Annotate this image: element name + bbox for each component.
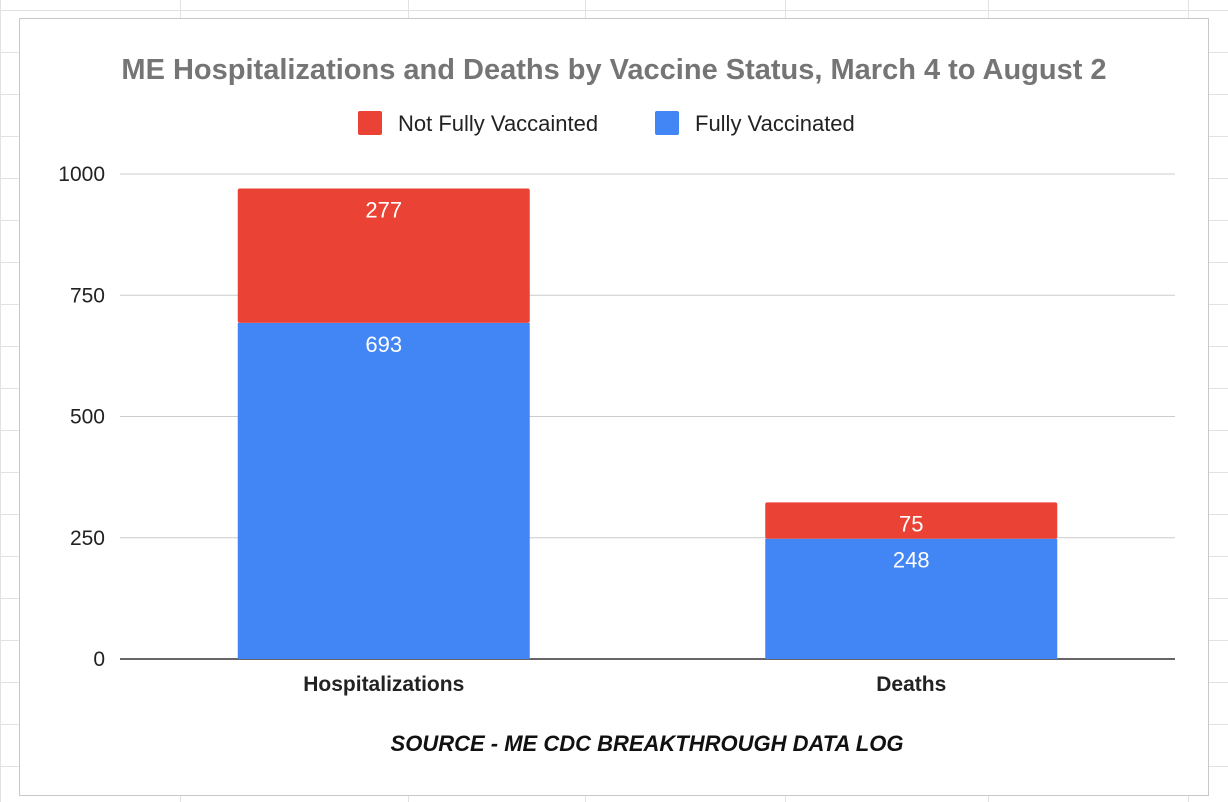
bar-deaths-not-fully-vaccainted[interactable] — [765, 502, 1058, 539]
x-category-label: Hospitalizations — [303, 673, 464, 696]
legend-label: Fully Vaccinated — [695, 111, 855, 136]
y-axis-ticks: 0 250 500 750 1000 — [58, 163, 105, 671]
data-label: 75 — [899, 511, 923, 536]
chart-container[interactable] — [19, 18, 1209, 796]
bars — [237, 188, 1058, 659]
bar-hospitalizations-fully-vaccinated[interactable] — [237, 322, 530, 659]
data-label: 693 — [365, 332, 402, 357]
chart-title: ME Hospitalizations and Deaths by Vaccin… — [121, 54, 1106, 86]
bar-deaths-fully-vaccinated[interactable] — [765, 538, 1058, 659]
legend: Not Fully Vaccainted Fully Vaccinated — [358, 111, 855, 136]
y-tick-label: 500 — [70, 406, 105, 429]
data-labels: 693 277 248 75 — [365, 198, 929, 573]
legend-swatch — [358, 111, 382, 135]
data-label: 277 — [365, 198, 402, 223]
x-axis-categories: Hospitalizations Deaths — [303, 673, 946, 696]
y-tick-label: 750 — [70, 284, 105, 307]
bar-hospitalizations-not-fully-vaccainted[interactable] — [237, 188, 530, 323]
source-annotation: SOURCE - ME CDC BREAKTHROUGH DATA LOG — [391, 731, 904, 756]
data-label: 248 — [893, 548, 930, 573]
y-tick-label: 250 — [70, 527, 105, 550]
x-category-label: Deaths — [876, 673, 946, 696]
y-tick-label: 0 — [93, 648, 105, 671]
legend-swatch — [655, 111, 679, 135]
y-tick-label: 1000 — [58, 163, 105, 186]
legend-label: Not Fully Vaccainted — [398, 111, 598, 136]
